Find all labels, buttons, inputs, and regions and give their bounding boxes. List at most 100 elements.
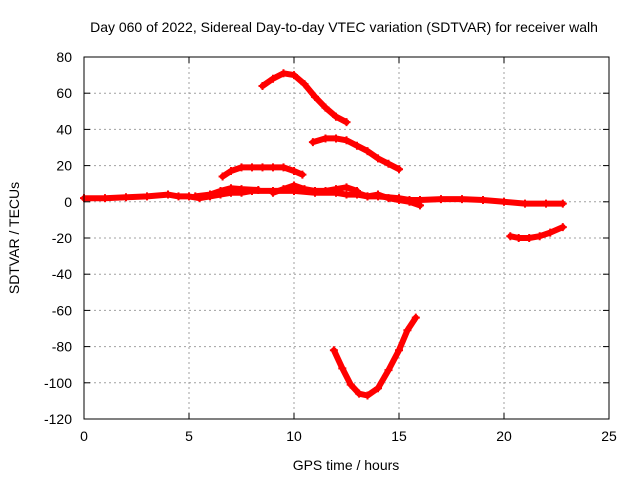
data-point <box>290 167 298 176</box>
x-tick-label: 25 <box>601 428 617 444</box>
data-point <box>191 192 200 201</box>
data-point <box>258 81 267 90</box>
data-point <box>546 228 555 237</box>
y-tick-label: 0 <box>64 194 72 210</box>
data-point <box>218 172 227 181</box>
data-point <box>342 118 351 127</box>
data-point <box>269 163 277 172</box>
data-point <box>353 141 361 150</box>
data-point <box>321 103 330 112</box>
data-point <box>321 134 330 143</box>
data-point <box>395 165 403 174</box>
axis-ticks <box>83 56 610 420</box>
data-point <box>374 384 382 393</box>
data-point <box>374 154 382 163</box>
data-point <box>342 190 351 199</box>
data-point <box>416 201 424 210</box>
data-point <box>279 69 288 78</box>
data-point <box>342 183 351 192</box>
data-point <box>458 195 466 204</box>
data-point <box>332 185 340 194</box>
data-point <box>514 234 523 242</box>
data-point <box>411 313 420 322</box>
data-point <box>374 190 382 199</box>
data-point <box>500 197 508 206</box>
data-point <box>342 136 351 145</box>
data-point <box>363 147 372 156</box>
data-point <box>279 163 288 172</box>
data-point <box>290 71 298 80</box>
data-point <box>332 112 340 121</box>
data-point <box>558 223 567 232</box>
data-point <box>298 170 307 179</box>
data-point <box>321 186 330 195</box>
data-point <box>269 188 277 197</box>
x-tick-label: 5 <box>185 428 193 444</box>
data-point <box>254 186 263 195</box>
x-tick-label: 10 <box>286 428 302 444</box>
data-point <box>290 181 298 190</box>
y-tick-label: -100 <box>44 375 72 391</box>
tick-labels: 0 5 10 15 20 25 -120 -100 -80 -60 -40 -20 0 20 40 60 80 <box>44 49 617 444</box>
data-point <box>355 389 364 398</box>
y-axis-label: SDTVAR / TECUs <box>6 182 22 294</box>
data-point <box>384 366 393 375</box>
y-tick-label: 80 <box>56 49 72 65</box>
data-point <box>521 199 529 208</box>
data-point <box>542 199 550 208</box>
data-point <box>332 134 340 143</box>
y-tick-label: -60 <box>52 302 72 318</box>
y-tick-label: 60 <box>56 85 72 101</box>
data-point <box>258 163 267 172</box>
y-tick-label: 20 <box>56 158 72 174</box>
data-point <box>101 194 109 203</box>
y-tick-label: -80 <box>52 339 72 355</box>
data-point <box>437 195 445 204</box>
data-point <box>403 326 412 335</box>
data-point <box>506 232 515 241</box>
data-point <box>311 186 319 195</box>
data-point <box>384 194 393 203</box>
series-arc-deep <box>330 314 419 399</box>
y-tick-label: -120 <box>44 411 72 427</box>
data-point <box>535 232 544 241</box>
data-point <box>525 234 534 242</box>
data-point <box>329 346 338 355</box>
data-point <box>363 192 372 201</box>
data-point <box>311 92 319 101</box>
data-point <box>300 80 309 89</box>
data-point <box>558 199 567 208</box>
data-point <box>164 190 172 199</box>
data-point <box>384 159 393 168</box>
data-point <box>395 346 403 355</box>
data-series <box>80 69 567 400</box>
data-point <box>227 167 235 176</box>
data-point <box>300 185 309 194</box>
x-tick-label: 0 <box>80 428 88 444</box>
data-point <box>269 74 277 83</box>
data-point <box>237 163 246 172</box>
data-point <box>143 192 151 201</box>
data-point <box>279 185 288 194</box>
data-point <box>479 195 487 204</box>
y-tick-label: 40 <box>56 121 72 137</box>
data-point <box>174 192 183 201</box>
data-point <box>346 380 355 389</box>
x-axis-label: GPS time / hours <box>293 457 400 473</box>
y-tick-label: -20 <box>52 230 72 246</box>
x-tick-label: 15 <box>391 428 407 444</box>
data-point <box>338 364 347 373</box>
x-tick-label: 20 <box>496 428 512 444</box>
data-point <box>363 391 372 400</box>
grid-lines <box>84 57 609 419</box>
data-point <box>122 193 130 202</box>
data-point <box>216 186 225 195</box>
data-point <box>206 190 214 199</box>
data-point <box>395 195 403 204</box>
data-point <box>248 163 256 172</box>
data-point <box>237 185 246 194</box>
data-point <box>353 188 361 197</box>
data-point <box>405 197 414 206</box>
y-tick-label: -40 <box>52 266 72 282</box>
